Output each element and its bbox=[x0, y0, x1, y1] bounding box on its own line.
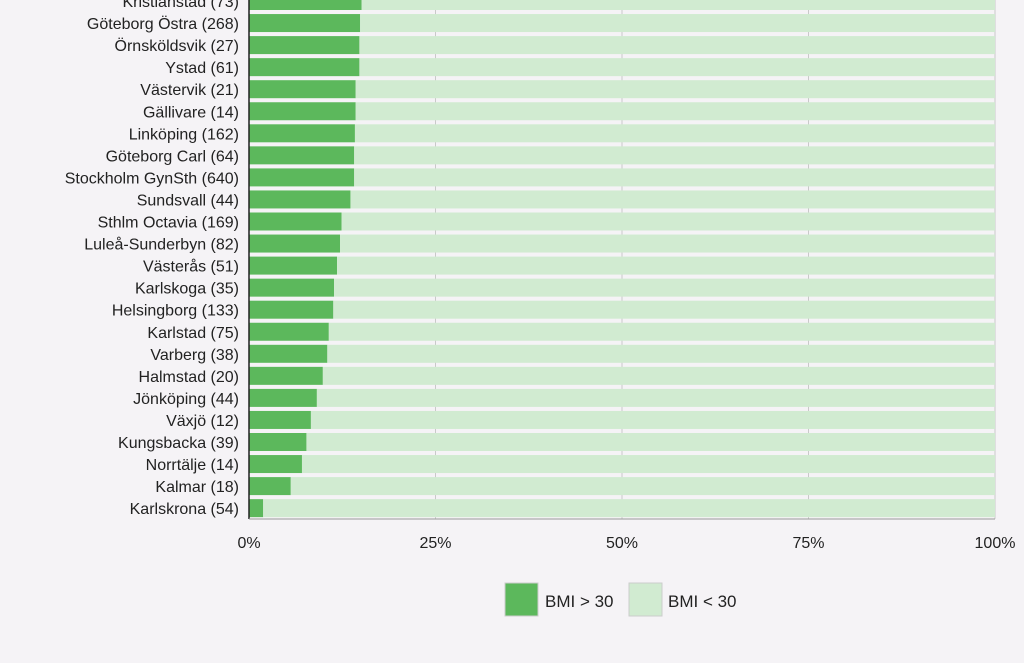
bar-bmi-under-30 bbox=[337, 256, 995, 275]
category-label: Jönköping (44) bbox=[133, 391, 239, 408]
bar-bmi-over-30 bbox=[249, 102, 356, 121]
bar-bmi-under-30 bbox=[361, 0, 995, 10]
category-label: Varberg (38) bbox=[150, 347, 239, 364]
category-label: Sundsvall (44) bbox=[137, 192, 239, 209]
bar-bmi-over-30 bbox=[249, 300, 334, 319]
bar-bmi-over-30 bbox=[249, 256, 338, 275]
legend-label: BMI < 30 bbox=[668, 592, 737, 611]
bar-bmi-under-30 bbox=[350, 190, 995, 209]
bar-bmi-under-30 bbox=[333, 300, 996, 319]
category-label: Sthlm Octavia (169) bbox=[98, 215, 239, 232]
bar-bmi-under-30 bbox=[354, 124, 995, 143]
bar-bmi-over-30 bbox=[249, 80, 356, 99]
category-label: Luleå-Sunderbyn (82) bbox=[84, 236, 239, 254]
bar-bmi-over-30 bbox=[249, 124, 355, 143]
bar-bmi-over-30 bbox=[249, 146, 355, 165]
bar-bmi-over-30 bbox=[249, 36, 360, 55]
bar-bmi-over-30 bbox=[249, 58, 360, 77]
x-tick-label: 100% bbox=[975, 535, 1016, 552]
legend-label: BMI > 30 bbox=[545, 592, 614, 611]
category-label: Linköping (162) bbox=[129, 126, 239, 143]
x-tick-label: 50% bbox=[606, 535, 638, 552]
bar-bmi-under-30 bbox=[354, 146, 995, 165]
category-label: Växjö (12) bbox=[166, 413, 239, 430]
category-label: Karlskoga (35) bbox=[135, 281, 239, 298]
category-label: Göteborg Östra (268) bbox=[87, 15, 239, 33]
x-tick-label: 0% bbox=[237, 535, 260, 552]
bar-bmi-over-30 bbox=[249, 433, 307, 451]
bar-bmi-under-30 bbox=[360, 14, 995, 33]
bar-bmi-under-30 bbox=[327, 344, 996, 363]
bar-bmi-under-30 bbox=[263, 499, 995, 518]
bar-bmi-over-30 bbox=[249, 190, 351, 209]
category-label: Västerås (51) bbox=[143, 258, 239, 276]
bar-bmi-under-30 bbox=[359, 36, 996, 55]
category-label: Norrtälje (14) bbox=[146, 457, 239, 474]
category-label: Ystad (61) bbox=[165, 60, 239, 77]
bar-bmi-under-30 bbox=[328, 322, 995, 341]
bar-bmi-under-30 bbox=[359, 58, 996, 77]
bar-bmi-over-30 bbox=[249, 14, 361, 33]
legend-swatch bbox=[504, 582, 539, 617]
bar-bmi-under-30 bbox=[341, 212, 995, 231]
category-label: Karlskrona (54) bbox=[130, 501, 239, 518]
bar-bmi-over-30 bbox=[249, 278, 335, 297]
bar-bmi-over-30 bbox=[249, 212, 342, 231]
category-label: Karlstad (75) bbox=[147, 325, 239, 342]
bar-bmi-over-30 bbox=[249, 322, 329, 341]
bar-bmi-under-30 bbox=[340, 234, 996, 253]
bar-bmi-over-30 bbox=[249, 499, 264, 518]
category-label: Göteborg Carl (64) bbox=[106, 148, 239, 165]
bar-bmi-under-30 bbox=[316, 388, 995, 407]
bar-bmi-over-30 bbox=[249, 344, 328, 363]
bar-bmi-over-30 bbox=[249, 0, 362, 10]
bar-bmi-over-30 bbox=[249, 366, 323, 385]
bar-bmi-over-30 bbox=[249, 388, 317, 407]
category-label: Kalmar (18) bbox=[155, 479, 239, 496]
bar-bmi-under-30 bbox=[301, 455, 995, 474]
bar-bmi-under-30 bbox=[306, 433, 995, 451]
bar-bmi-over-30 bbox=[249, 455, 302, 474]
bar-bmi-under-30 bbox=[322, 366, 995, 385]
bar-bmi-under-30 bbox=[354, 168, 995, 187]
x-tick-label: 75% bbox=[792, 535, 824, 552]
bar-bmi-over-30 bbox=[249, 477, 291, 496]
bar-bmi-under-30 bbox=[334, 278, 995, 297]
category-label: Örnsköldsvik (27) bbox=[115, 37, 239, 55]
bar-bmi-over-30 bbox=[249, 168, 355, 187]
x-tick-label: 25% bbox=[419, 535, 451, 552]
category-label: Stockholm GynSth (640) bbox=[65, 170, 239, 187]
legend-swatch bbox=[628, 582, 663, 617]
category-label: Kristianstad (73) bbox=[123, 0, 240, 11]
category-label: Västervik (21) bbox=[140, 82, 239, 99]
category-label: Helsingborg (133) bbox=[112, 303, 239, 320]
category-label: Gällivare (14) bbox=[143, 104, 239, 121]
bar-bmi-over-30 bbox=[249, 410, 311, 429]
bar-bmi-under-30 bbox=[355, 80, 996, 99]
category-label: Halmstad (20) bbox=[139, 369, 239, 386]
bar-bmi-under-30 bbox=[355, 102, 996, 121]
bar-bmi-under-30 bbox=[290, 477, 995, 496]
category-label: Kungsbacka (39) bbox=[118, 435, 239, 452]
bar-bmi-under-30 bbox=[310, 410, 996, 429]
bar-bmi-over-30 bbox=[249, 234, 341, 253]
